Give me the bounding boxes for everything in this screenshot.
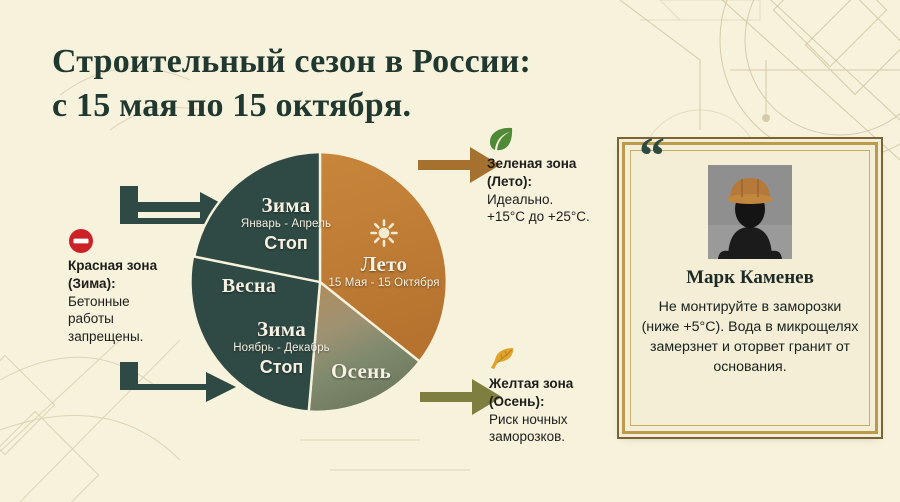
pie-slice-winter-jan-apr	[192, 150, 322, 284]
pie-slice-winter-nov-dec	[189, 235, 322, 413]
quote-line-2: заморозки (ниже +5°С).	[641, 299, 842, 336]
title-line-2: с 15 мая по 15 октября.	[52, 87, 412, 125]
quote-line-1: Не монтируйте в	[658, 299, 770, 315]
expert-quote-card: “ Марк Каменев Не монтируйте в заморозки…	[622, 131, 878, 434]
quote-line-4: замерзнет и оторвет	[649, 339, 785, 356]
note-green-zone: Зеленая зона (Лето): Идеально. +15°С до …	[487, 126, 637, 226]
yellow-head-1: Желтая зона	[489, 376, 574, 391]
red-body-3: запрещены.	[68, 329, 144, 345]
yellow-body-1: Риск ночных	[489, 411, 568, 427]
red-body-2: работы	[68, 311, 114, 327]
red-head-1: Красная зона	[68, 258, 158, 273]
green-body-1: Идеально.	[487, 191, 554, 207]
no-entry-icon	[69, 229, 93, 253]
pie-slice-autumn	[307, 279, 422, 413]
yellow-head-2: (Осень):	[489, 393, 545, 409]
note-yellow-zone: Желтая зона (Осень): Риск ночных замороз…	[489, 346, 639, 446]
card-inner-border	[630, 150, 870, 426]
red-body-1: Бетонные	[68, 293, 130, 309]
title-line-1: Строительный сезон в России:	[52, 43, 532, 80]
green-head-1: Зеленая зона	[487, 156, 577, 171]
green-leaf-icon	[490, 127, 513, 151]
avatar	[708, 165, 792, 259]
pie-svg	[189, 150, 448, 413]
note-red-zone: Красная зона (Зима): Бетонные работы зап…	[68, 228, 198, 346]
sun-icon	[370, 219, 398, 247]
yellow-body-2: заморозков.	[489, 429, 566, 445]
green-head-2: (Лето):	[487, 173, 532, 189]
quote-line-5: гранит от основания.	[713, 339, 851, 376]
autumn-leaf-icon	[491, 348, 514, 369]
page-title: Строительный сезон в России: с 15 мая по…	[52, 40, 672, 128]
green-body-2: +15°С до +25°С.	[487, 209, 590, 225]
expert-quote: Не монтируйте в заморозки (ниже +5°С). В…	[641, 297, 859, 378]
quote-mark-icon: “	[639, 128, 665, 185]
portrait-silhouette-icon	[708, 165, 792, 259]
pie-slice-summer	[318, 150, 448, 364]
expert-name: Марк Каменев	[686, 267, 814, 288]
red-head-2: (Зима):	[68, 275, 116, 291]
quote-line-3: Вода в микрощелях	[728, 319, 859, 336]
seasons-pie-chart: Зима Январь - Апрель Стоп Весна Зима Ноя…	[186, 148, 454, 416]
